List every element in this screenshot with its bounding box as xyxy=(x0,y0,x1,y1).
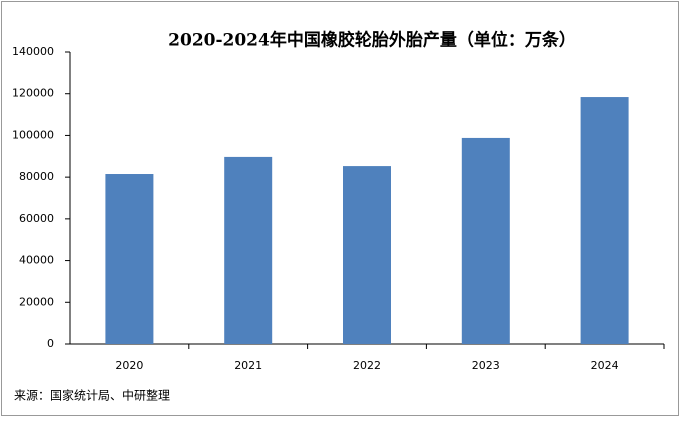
source-note: 来源：国家统计局、中研整理 xyxy=(14,388,170,403)
x-tick-label: 2024 xyxy=(591,359,619,372)
y-tick-label: 120000 xyxy=(12,87,54,100)
bar xyxy=(105,174,154,344)
chart-title: 2020-2024年中国橡胶轮胎外胎产量（单位：万条） xyxy=(168,30,576,51)
x-tick-label: 2023 xyxy=(472,359,500,372)
bar xyxy=(580,97,629,345)
bar xyxy=(224,156,273,344)
y-tick-label: 60000 xyxy=(19,212,54,225)
y-tick-label: 40000 xyxy=(19,254,54,267)
bar xyxy=(461,137,510,344)
bar xyxy=(343,166,391,344)
y-tick-label: 140000 xyxy=(12,45,54,58)
y-tick-label: 0 xyxy=(47,337,54,350)
y-tick-label: 100000 xyxy=(12,128,54,141)
x-tick-label: 2020 xyxy=(115,359,143,372)
y-tick-label: 20000 xyxy=(19,295,54,308)
y-tick-label: 80000 xyxy=(19,170,54,183)
chart-frame xyxy=(1,1,679,416)
x-tick-label: 2022 xyxy=(353,359,381,372)
x-tick-label: 2021 xyxy=(234,359,262,372)
